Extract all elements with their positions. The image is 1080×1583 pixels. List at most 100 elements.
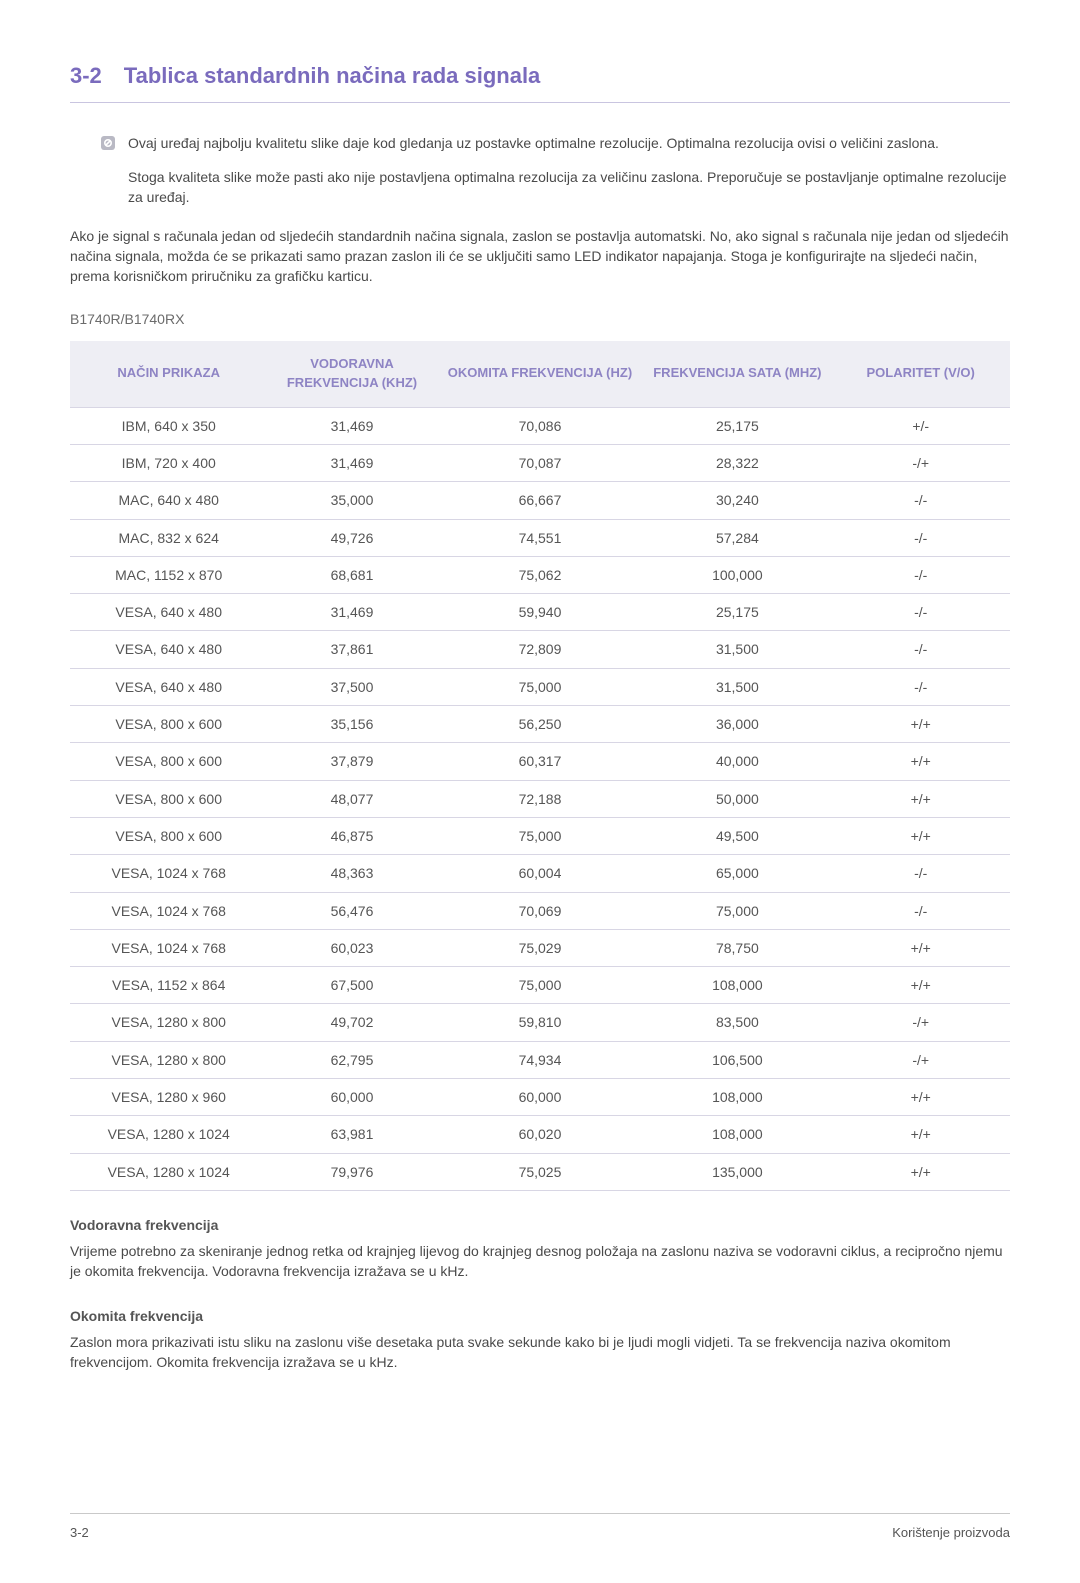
definition-term: Okomita frekvencija [70,1306,1010,1326]
table-cell: VESA, 800 x 600 [70,706,267,743]
table-cell: -/- [831,482,1010,519]
table-header-cell: POLARITET (V/O) [831,341,1010,407]
table-cell: +/+ [831,1079,1010,1116]
table-cell: VESA, 1280 x 1024 [70,1116,267,1153]
table-row: VESA, 800 x 60035,15656,25036,000+/+ [70,706,1010,743]
table-cell: 75,025 [437,1153,644,1190]
table-cell: 56,250 [437,706,644,743]
table-cell: -/- [831,631,1010,668]
table-cell: MAC, 1152 x 870 [70,556,267,593]
table-cell: VESA, 1152 x 864 [70,967,267,1004]
table-cell: 37,879 [267,743,436,780]
table-row: VESA, 1152 x 86467,50075,000108,000+/+ [70,967,1010,1004]
table-cell: 72,188 [437,780,644,817]
table-cell: 83,500 [643,1004,831,1041]
table-cell: 48,077 [267,780,436,817]
table-cell: 60,020 [437,1116,644,1153]
page-footer: 3-2 Korištenje proizvoda [70,1513,1010,1543]
table-cell: 36,000 [643,706,831,743]
table-cell: 59,940 [437,594,644,631]
table-cell: 108,000 [643,967,831,1004]
table-cell: 74,551 [437,519,644,556]
table-cell: 31,469 [267,594,436,631]
table-cell: 70,086 [437,407,644,444]
table-cell: 100,000 [643,556,831,593]
table-cell: 60,004 [437,855,644,892]
table-cell: -/- [831,892,1010,929]
table-cell: 60,023 [267,929,436,966]
table-row: VESA, 800 x 60048,07772,18850,000+/+ [70,780,1010,817]
table-row: VESA, 800 x 60046,87575,00049,500+/+ [70,817,1010,854]
table-cell: VESA, 800 x 600 [70,780,267,817]
section-heading: 3-2 Tablica standardnih načina rada sign… [70,60,1010,103]
table-cell: 31,469 [267,407,436,444]
table-cell: 66,667 [437,482,644,519]
table-cell: 75,029 [437,929,644,966]
table-row: MAC, 832 x 62449,72674,55157,284-/- [70,519,1010,556]
table-row: IBM, 640 x 35031,46970,08625,175+/- [70,407,1010,444]
table-cell: 67,500 [267,967,436,1004]
table-cell: 75,062 [437,556,644,593]
table-cell: 68,681 [267,556,436,593]
table-row: VESA, 1024 x 76848,36360,00465,000-/- [70,855,1010,892]
table-cell: 48,363 [267,855,436,892]
table-cell: 79,976 [267,1153,436,1190]
table-cell: +/+ [831,967,1010,1004]
table-cell: 49,702 [267,1004,436,1041]
table-cell: 135,000 [643,1153,831,1190]
table-row: VESA, 1280 x 102479,97675,025135,000+/+ [70,1153,1010,1190]
table-cell: 37,861 [267,631,436,668]
table-cell: +/- [831,407,1010,444]
table-cell: 74,934 [437,1041,644,1078]
table-cell: 49,726 [267,519,436,556]
note-block: Ovaj uređaj najbolju kvalitetu slike daj… [100,133,1010,208]
table-cell: 65,000 [643,855,831,892]
table-cell: 62,795 [267,1041,436,1078]
table-cell: 108,000 [643,1079,831,1116]
table-header-cell: OKOMITA FREKVENCIJA (HZ) [437,341,644,407]
table-cell: -/- [831,594,1010,631]
table-cell: 31,500 [643,668,831,705]
table-row: VESA, 1280 x 96060,00060,000108,000+/+ [70,1079,1010,1116]
table-cell: -/+ [831,1041,1010,1078]
table-row: VESA, 640 x 48037,50075,00031,500-/- [70,668,1010,705]
table-cell: 56,476 [267,892,436,929]
info-icon [100,135,116,151]
table-cell: -/+ [831,444,1010,481]
table-cell: 75,000 [643,892,831,929]
table-cell: 49,500 [643,817,831,854]
table-cell: +/+ [831,929,1010,966]
table-cell: VESA, 640 x 480 [70,594,267,631]
table-cell: VESA, 640 x 480 [70,631,267,668]
model-label: B1740R/B1740RX [70,309,1010,329]
table-cell: -/- [831,668,1010,705]
table-cell: 70,087 [437,444,644,481]
table-cell: -/+ [831,1004,1010,1041]
table-row: MAC, 640 x 48035,00066,66730,240-/- [70,482,1010,519]
table-cell: 37,500 [267,668,436,705]
table-cell: 75,000 [437,967,644,1004]
definition-term: Vodoravna frekvencija [70,1215,1010,1235]
table-cell: +/+ [831,817,1010,854]
table-cell: VESA, 800 x 600 [70,817,267,854]
footer-right: Korištenje proizvoda [892,1524,1010,1543]
footer-left: 3-2 [70,1524,89,1543]
table-cell: 60,000 [437,1079,644,1116]
table-cell: VESA, 1280 x 1024 [70,1153,267,1190]
definition-body: Zaslon mora prikazivati istu sliku na za… [70,1332,1010,1373]
table-cell: +/+ [831,1153,1010,1190]
table-cell: 40,000 [643,743,831,780]
table-cell: 31,500 [643,631,831,668]
table-header-cell: NAČIN PRIKAZA [70,341,267,407]
table-cell: 78,750 [643,929,831,966]
table-row: IBM, 720 x 40031,46970,08728,322-/+ [70,444,1010,481]
table-cell: 30,240 [643,482,831,519]
table-cell: VESA, 800 x 600 [70,743,267,780]
intro-paragraph: Ako je signal s računala jedan od sljede… [70,226,1010,287]
table-cell: -/- [831,855,1010,892]
table-cell: 57,284 [643,519,831,556]
table-cell: VESA, 1280 x 800 [70,1041,267,1078]
table-cell: VESA, 1024 x 768 [70,855,267,892]
table-cell: -/- [831,556,1010,593]
note-paragraph: Ovaj uređaj najbolju kvalitetu slike daj… [128,133,1010,153]
